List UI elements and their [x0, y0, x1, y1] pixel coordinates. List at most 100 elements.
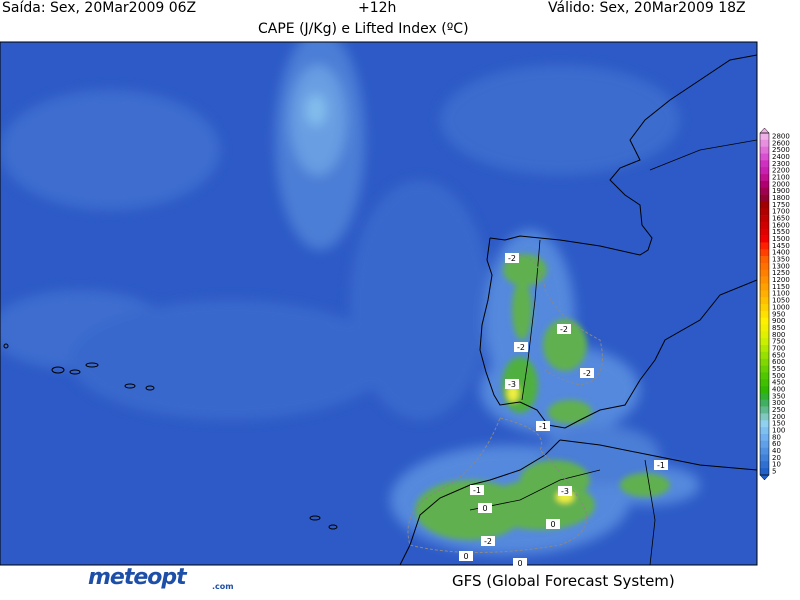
colorbar-swatch: [760, 372, 769, 380]
colorbar-swatch: [760, 194, 769, 202]
contour-label: -2: [583, 369, 591, 378]
contour-label: -2: [560, 325, 568, 334]
colorbar-swatch: [760, 379, 769, 387]
colorbar-swatch: [760, 221, 769, 230]
map-title: CAPE (J/Kg) e Lifted Index (ºC): [258, 21, 469, 37]
colorbar-swatch: [760, 420, 769, 428]
colorbar-swatch: [760, 242, 769, 250]
colorbar-swatch: [760, 167, 769, 175]
colorbar-swatch: [760, 461, 769, 469]
colorbar-swatch: [760, 447, 769, 455]
colorbar-label: 750: [772, 338, 785, 346]
colorbar-label: 250: [772, 406, 785, 414]
contour-label: 0: [517, 559, 522, 568]
colorbar-label: 1150: [772, 283, 790, 291]
logo-suffix: .com: [212, 582, 234, 591]
contour-label-box: [505, 379, 519, 389]
colorbar-label: 550: [772, 365, 785, 373]
colorbar-swatch: [760, 201, 769, 209]
contour-label-box: [505, 253, 519, 263]
colorbar-swatch: [760, 290, 769, 298]
colorbar-label: 2500: [772, 146, 790, 154]
colorbar-swatch: [760, 433, 769, 442]
contour-label: -3: [508, 380, 516, 389]
colorbar-swatch: [760, 392, 769, 401]
contour-label-box: [580, 368, 594, 378]
colorbar-swatch: [760, 358, 769, 366]
colorbar-label: 1900: [772, 187, 790, 195]
colorbar-swatch: [760, 139, 769, 147]
colorbar-swatch: [760, 276, 769, 284]
colorbar-label: 20: [772, 454, 781, 462]
colorbar-swatch: [760, 160, 769, 168]
colorbar-label: 950: [772, 310, 785, 318]
contour-label: 0: [482, 504, 487, 513]
colorbar-swatch: [760, 215, 769, 223]
colorbar-label: 200: [772, 413, 785, 421]
colorbar-label: 1000: [772, 303, 790, 311]
contour-label: -2: [517, 343, 525, 352]
colorbar-label: 400: [772, 386, 785, 394]
colorbar-label: 40: [772, 447, 781, 455]
colorbar-label: 1300: [772, 262, 790, 270]
colorbar-top-arrow: [759, 127, 770, 134]
colorbar-label: 1550: [772, 228, 790, 236]
colorbar-swatch: [760, 146, 769, 154]
colorbar-swatch: [760, 427, 769, 435]
colorbar-swatch: [760, 413, 769, 421]
map-field: [0, 42, 757, 565]
contour-label: 0: [550, 520, 555, 529]
colorbar-swatch: [760, 440, 769, 448]
colorbar-label: 1450: [772, 242, 790, 250]
contour-label: -1: [539, 422, 547, 431]
contour-label-box: [481, 536, 495, 546]
colorbar-swatch: [760, 249, 769, 257]
contour-label: -1: [473, 486, 481, 495]
colorbar-swatch: [760, 180, 769, 189]
colorbar-label: 900: [772, 317, 785, 325]
colorbar-label: 1250: [772, 269, 790, 277]
contour-label-box: [654, 460, 668, 470]
colorbar-swatch: [760, 228, 769, 236]
colorbar-label: 2100: [772, 173, 790, 181]
colorbar-swatch: [760, 331, 769, 339]
contour-label-box: [536, 421, 550, 431]
colorbar-swatch: [760, 153, 769, 161]
colorbar-label: 650: [772, 351, 785, 359]
colorbar-swatch: [760, 468, 769, 476]
colorbar-label: 1800: [772, 194, 790, 202]
colorbar-label: 5: [772, 468, 776, 476]
contour-label-box: [478, 503, 492, 513]
colorbar-swatch: [760, 324, 769, 332]
colorbar-label: 80: [772, 433, 781, 441]
colorbar-swatch: [760, 317, 769, 325]
colorbar-swatch: [760, 454, 769, 462]
contour-label-box: [459, 551, 473, 561]
colorbar-label: 1700: [772, 208, 790, 216]
colorbar-swatch: [760, 256, 769, 264]
contour-label-box: [546, 519, 560, 529]
colorbar-swatch: [760, 406, 769, 414]
colorbar-swatch: [760, 187, 769, 195]
colorbar-label: 150: [772, 420, 785, 428]
contour-label-box: [558, 486, 572, 496]
contour-label: -1: [657, 461, 665, 470]
colorbar-label: 600: [772, 358, 785, 366]
colorbar-label: 2000: [772, 180, 790, 188]
colorbar-label: 1400: [772, 249, 790, 257]
colorbar-label: 2800: [772, 132, 790, 140]
issued-time: Saída: Sex, 20Mar2009 06Z: [2, 0, 197, 16]
contour-label: 0: [463, 552, 468, 561]
colorbar-label: 500: [772, 372, 785, 380]
colorbar-label: 800: [772, 331, 785, 339]
colorbar-swatch: [760, 235, 769, 243]
colorbar-label: 10: [772, 461, 781, 469]
colorbar-swatch: [760, 283, 769, 291]
colorbar-label: 1750: [772, 201, 790, 209]
colorbar-label: 1650: [772, 215, 790, 223]
colorbar-label: 2300: [772, 160, 790, 168]
colorbar-label: 2400: [772, 153, 790, 161]
colorbar-label: 1350: [772, 256, 790, 264]
